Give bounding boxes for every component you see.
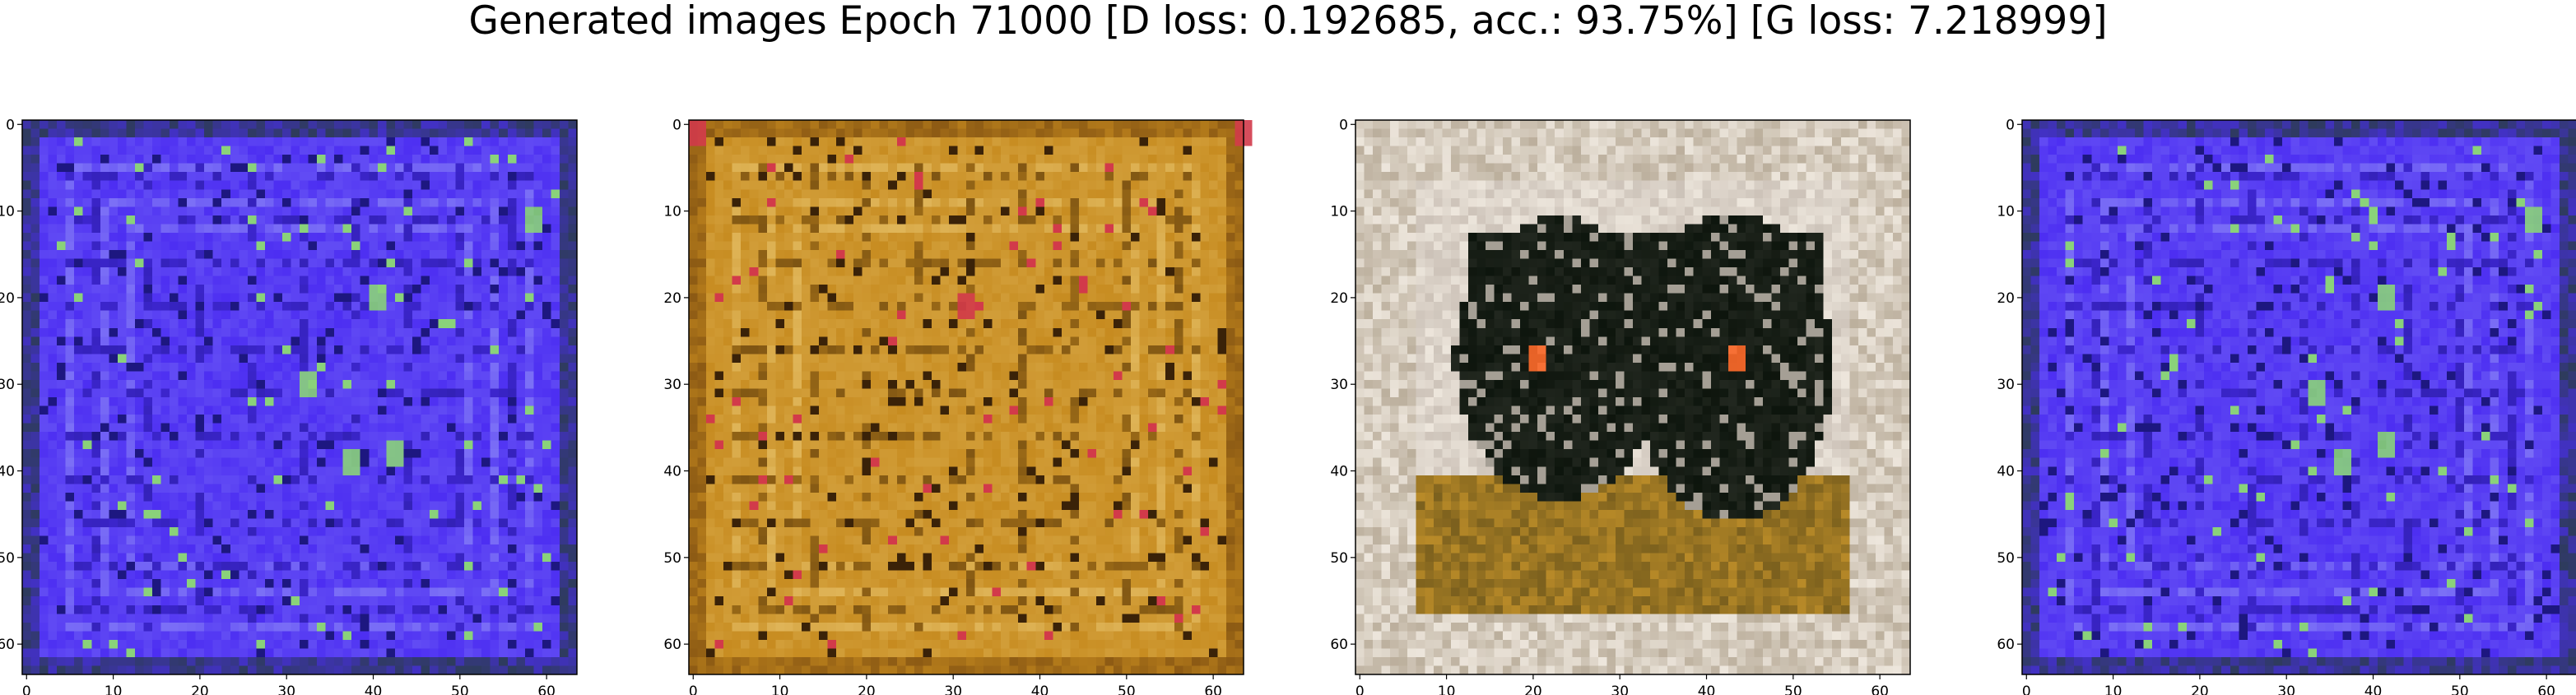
x-tick-label: 40 [1698, 683, 1716, 695]
y-tick-label: 40 [1997, 464, 2015, 480]
x-tick-label: 20 [2191, 683, 2209, 695]
y-tick-label: 30 [1997, 377, 2015, 393]
x-tick-label: 20 [191, 683, 209, 695]
x-tick-label: 40 [1031, 683, 1049, 695]
axes-frame [688, 119, 1244, 675]
x-tick-label: 50 [2451, 683, 2469, 695]
x-tick-label: 10 [105, 683, 123, 695]
y-tick-label: 10 [663, 204, 681, 220]
y-tick-label: 60 [663, 637, 681, 653]
y-tick-label: 0 [672, 117, 681, 133]
generated-image-pixels [1355, 120, 1911, 675]
x-tick-label: 40 [2364, 683, 2383, 695]
x-tick-label: 60 [537, 683, 556, 695]
y-tick-label: 40 [1330, 464, 1348, 480]
y-tick-label: 0 [6, 117, 15, 133]
y-tick-label: 10 [1997, 204, 2015, 220]
y-tick-label: 40 [663, 464, 681, 480]
axes-frame [1355, 119, 1911, 675]
y-tick-label: 30 [663, 377, 681, 393]
y-tick-label: 20 [0, 290, 15, 307]
y-tick-label: 20 [663, 290, 681, 307]
x-tick-label: 0 [1355, 683, 1365, 695]
y-tick-label: 20 [1330, 290, 1348, 307]
figure-title: Generated images Epoch 71000 [D loss: 0.… [468, 0, 2108, 44]
y-tick-label: 0 [2006, 117, 2015, 133]
y-tick-label: 30 [0, 377, 15, 393]
x-tick-label: 0 [22, 683, 31, 695]
x-tick-label: 30 [277, 683, 295, 695]
y-tick-label: 20 [1997, 290, 2015, 307]
generated-image-panel-2: 0 10 20 30 40 50 60 0 10 20 30 40 50 60 [663, 117, 1253, 695]
x-tick-label: 10 [1438, 683, 1456, 695]
y-tick-label: 10 [0, 204, 15, 220]
generated-image-pixels [22, 120, 578, 675]
x-tick-label: 10 [771, 683, 789, 695]
y-tick-label: 50 [663, 550, 681, 567]
x-tick-label: 20 [858, 683, 876, 695]
x-tick-label: 30 [1611, 683, 1629, 695]
x-tick-label: 0 [689, 683, 698, 695]
x-tick-label: 30 [944, 683, 962, 695]
x-tick-label: 0 [2022, 683, 2031, 695]
y-tick-label: 60 [1330, 637, 1348, 653]
y-tick-label: 50 [1330, 550, 1348, 567]
x-tick-label: 50 [451, 683, 469, 695]
axes-frame [2021, 119, 2576, 675]
generated-image-pixels [689, 120, 1253, 675]
x-tick-label: 60 [1871, 683, 1889, 695]
y-tick-label: 10 [1330, 204, 1348, 220]
y-tick-label: 50 [1997, 550, 2015, 567]
y-tick-label: 60 [0, 637, 15, 653]
y-tick-label: 50 [0, 550, 15, 567]
x-tick-label: 30 [2277, 683, 2295, 695]
x-tick-label: 40 [365, 683, 383, 695]
y-tick-label: 40 [0, 464, 15, 480]
generated-image-panel-4: 0 10 20 30 40 50 60 0 10 20 30 40 50 60 [1997, 117, 2576, 695]
x-tick-label: 10 [2104, 683, 2123, 695]
x-tick-label: 20 [1524, 683, 1542, 695]
generated-image-panel-1: 0 10 20 30 40 50 60 0 10 20 30 40 50 60 [0, 117, 578, 695]
axes-frame [21, 119, 578, 675]
x-tick-label: 50 [1118, 683, 1136, 695]
generated-image-pixels [2022, 120, 2576, 675]
generated-image-panel-3: 0 10 20 30 40 50 60 0 10 20 30 40 50 60 [1330, 117, 1911, 695]
x-tick-label: 60 [1204, 683, 1222, 695]
y-tick-label: 60 [1997, 637, 2015, 653]
x-tick-label: 50 [1784, 683, 1802, 695]
y-tick-label: 0 [1339, 117, 1348, 133]
x-tick-label: 60 [2537, 683, 2555, 695]
y-tick-label: 30 [1330, 377, 1348, 393]
